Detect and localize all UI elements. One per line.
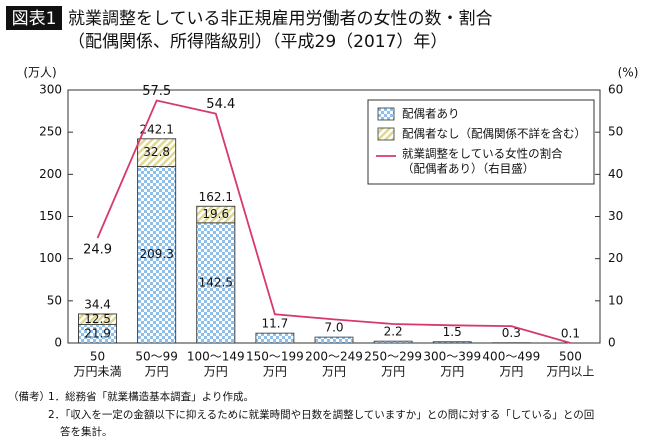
- y-tick-label: 100: [39, 251, 62, 265]
- y2-unit: (%): [618, 66, 639, 80]
- y-tick-label: 0: [54, 336, 62, 350]
- y-tick-label: 200: [39, 167, 62, 181]
- total-label: 11.7: [262, 317, 289, 331]
- total-label: 162.1: [199, 190, 233, 204]
- segment-label: 32.8: [143, 145, 170, 159]
- badge: 図表1: [12, 9, 57, 29]
- x-tick-label: 250～299: [364, 350, 422, 364]
- x-tick-label: 万円: [145, 365, 169, 379]
- total-label: 7.0: [324, 321, 343, 335]
- legend-label: （配偶者あり）（右目盛）: [402, 162, 534, 176]
- x-tick-label: 万円: [440, 365, 464, 379]
- note: （備考）: [8, 390, 50, 403]
- total-label: 34.4: [84, 297, 111, 311]
- note: 1．総務省「就業構造基本調査」より作成。: [48, 390, 254, 403]
- total-label: 2.2: [384, 325, 403, 339]
- y-tick-label: 150: [39, 209, 62, 223]
- x-tick-label: 150～199: [246, 350, 304, 364]
- chart-subtitle: （配偶関係、所得階級別）（平成29（2017）年）: [68, 32, 447, 52]
- segment-label: 19.6: [202, 207, 229, 221]
- y2-tick-label: 60: [608, 83, 623, 97]
- y2-tick-label: 0: [608, 336, 616, 350]
- line-label: 24.9: [83, 243, 112, 258]
- y2-tick-label: 10: [608, 293, 623, 307]
- y2-tick-label: 40: [608, 167, 623, 181]
- y-tick-label: 250: [39, 125, 62, 139]
- x-tick-label: 50～99: [135, 350, 178, 364]
- x-tick-label: 500: [559, 350, 582, 364]
- x-tick-label: 万円: [204, 365, 228, 379]
- y-tick-label: 50: [47, 293, 62, 307]
- x-tick-label: 400～499: [482, 350, 540, 364]
- x-tick-label: 200～249: [305, 350, 363, 364]
- x-tick-label: 万円以上: [546, 365, 594, 379]
- x-tick-label: 万円未満: [74, 365, 122, 379]
- total-label: 1.5: [443, 325, 462, 339]
- total-bar: [256, 333, 294, 343]
- x-tick-label: 300～399: [423, 350, 481, 364]
- x-tick-label: 万円: [381, 365, 405, 379]
- legend-label: 就業調整をしている女性の割合: [402, 147, 563, 161]
- chart-title: 就業調整をしている非正規雇用労働者の女性の数・割合: [68, 9, 493, 29]
- x-tick-label: 50: [90, 350, 105, 364]
- y2-tick-label: 30: [608, 209, 623, 223]
- y-unit: (万人): [23, 66, 56, 80]
- line-label: 54.4: [206, 97, 235, 112]
- total-bar: [374, 341, 412, 343]
- legend-swatch: [378, 128, 394, 140]
- total-bar: [315, 337, 353, 343]
- segment-label: 21.9: [84, 326, 111, 340]
- x-tick-label: 万円: [322, 365, 346, 379]
- y2-tick-label: 50: [608, 125, 623, 139]
- y2-tick-label: 20: [608, 251, 623, 265]
- total-label: 0.1: [561, 326, 580, 340]
- x-tick-label: 万円: [499, 365, 523, 379]
- legend-label: 配偶者あり: [402, 107, 460, 121]
- x-tick-label: 万円: [263, 365, 287, 379]
- legend-swatch: [378, 108, 394, 120]
- segment-label: 209.3: [139, 247, 173, 261]
- segment-label: 142.5: [199, 275, 233, 289]
- note: 答を集計。: [60, 425, 113, 438]
- segment-label: 12.5: [84, 312, 111, 326]
- note: 2．「収入を一定の金額以下に抑えるために就業時間や日数を調整していますか」との問…: [48, 408, 594, 421]
- line-label: 57.5: [142, 84, 171, 99]
- y-tick-label: 300: [39, 83, 62, 97]
- x-tick-label: 100～149: [187, 350, 245, 364]
- total-bar: [433, 342, 471, 343]
- legend-label: 配偶者なし（配偶関係不詳を含む）: [402, 127, 586, 141]
